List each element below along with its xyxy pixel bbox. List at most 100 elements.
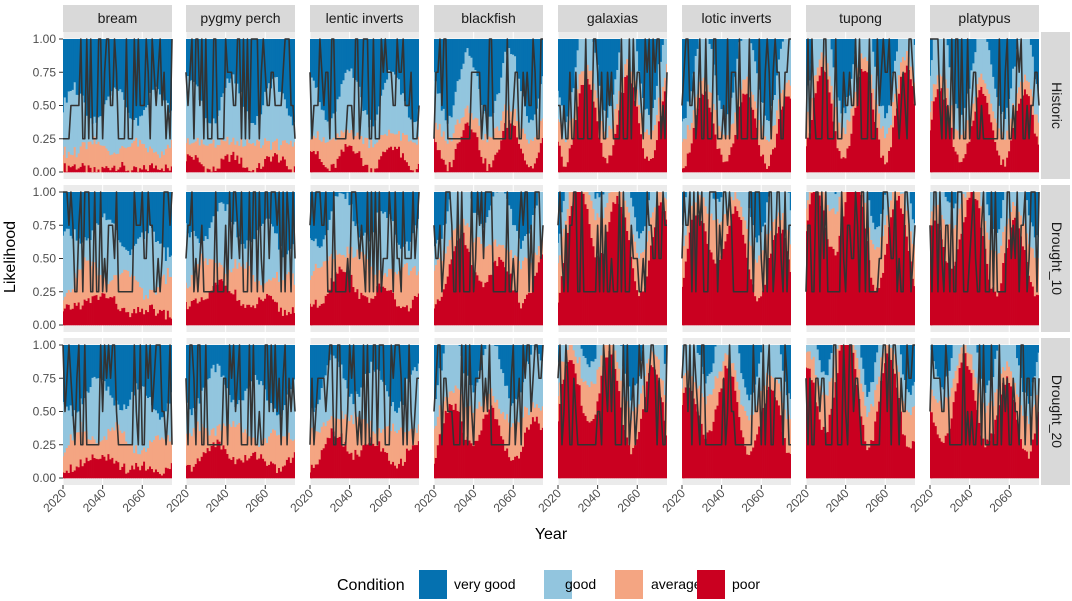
bar-very-good — [716, 192, 719, 199]
flow-index-line — [681, 38, 791, 140]
bar-poor — [696, 411, 700, 479]
bar-average — [516, 421, 519, 456]
bar-very-good — [482, 39, 485, 114]
bar-good — [956, 107, 959, 131]
bar-good — [504, 51, 507, 105]
bar-good — [468, 192, 471, 228]
bar-good — [1012, 192, 1015, 202]
bar-good — [644, 345, 647, 376]
bar-poor — [682, 167, 686, 173]
bar-good — [141, 232, 144, 289]
bar-poor — [208, 169, 211, 173]
bar-good — [1021, 192, 1025, 226]
bar-average — [494, 127, 497, 155]
bar-poor — [535, 157, 539, 173]
bar-average — [730, 362, 733, 377]
bar-poor — [236, 459, 239, 479]
bar-poor — [384, 287, 387, 326]
bar-poor — [574, 119, 578, 173]
bar-average — [708, 393, 711, 431]
bar-poor — [287, 457, 291, 479]
bar-poor — [152, 308, 156, 326]
bar-very-good — [720, 39, 723, 110]
bar-average — [602, 217, 605, 254]
bar-average — [318, 267, 322, 306]
bar-poor — [624, 76, 627, 173]
bar-good — [834, 78, 837, 107]
bar-good — [413, 121, 417, 143]
bar-good — [632, 206, 635, 235]
bar-good — [274, 77, 277, 141]
bar-good — [270, 88, 273, 150]
bar-average — [754, 259, 757, 297]
bar-very-good — [748, 345, 751, 401]
bar-average — [123, 147, 126, 166]
bar-poor — [340, 149, 343, 173]
bar-average — [158, 439, 162, 474]
bar-good — [208, 122, 211, 144]
bar-good — [508, 397, 511, 423]
bar-good — [586, 363, 589, 386]
bar-average — [137, 146, 140, 172]
bar-average — [594, 383, 597, 415]
bar-poor — [710, 111, 713, 173]
bar-average — [372, 431, 375, 444]
bar-very-good — [123, 39, 126, 100]
bar-average — [482, 139, 485, 164]
bar-good — [484, 348, 487, 397]
bar-good — [111, 90, 114, 155]
bar-good — [706, 375, 709, 397]
bar-very-good — [310, 192, 314, 241]
bar-good — [944, 39, 948, 80]
bar-good — [208, 227, 211, 259]
bar-poor — [588, 223, 591, 326]
bar-average — [390, 268, 393, 291]
bar-average — [539, 410, 543, 431]
bar-good — [87, 392, 90, 440]
bar-very-good — [758, 345, 761, 364]
bar-poor — [854, 368, 857, 479]
bar-average — [346, 416, 349, 452]
bar-very-good — [401, 345, 405, 405]
bar-average — [133, 452, 136, 470]
bar-poor — [638, 295, 641, 326]
bar-good — [139, 236, 142, 287]
bar-very-good — [704, 345, 707, 384]
bar-poor — [777, 405, 781, 479]
bar-poor — [403, 461, 407, 479]
bar-poor — [234, 159, 237, 173]
bar-poor — [143, 313, 146, 326]
bar-good — [450, 117, 454, 142]
bar-poor — [141, 169, 144, 173]
bar-good — [91, 230, 94, 262]
bar-average — [168, 276, 172, 318]
bar-poor — [958, 239, 961, 326]
bar-poor — [111, 457, 114, 479]
bar-average — [870, 403, 873, 441]
bar-poor — [840, 158, 843, 173]
bar-good — [860, 39, 863, 54]
bar-poor — [618, 390, 621, 479]
bar-average — [105, 148, 108, 167]
bar-poor — [440, 296, 444, 326]
bar-very-good — [364, 39, 367, 111]
bar-poor — [164, 467, 168, 479]
bar-very-good — [880, 192, 883, 214]
bar-average — [570, 345, 574, 361]
bar-good — [986, 41, 989, 90]
bar-poor — [496, 419, 499, 479]
bar-very-good — [644, 192, 647, 227]
bar-good — [336, 196, 339, 255]
bar-very-good — [392, 39, 395, 72]
bar-poor — [248, 458, 251, 479]
bar-poor — [1006, 157, 1009, 173]
bar-good — [69, 405, 73, 435]
bar-very-good — [208, 39, 211, 124]
bar-poor — [762, 407, 765, 479]
bar-average — [762, 384, 765, 408]
bar-poor — [592, 101, 595, 173]
bar-very-good — [216, 39, 219, 117]
bar-good — [775, 75, 779, 111]
bar-good — [911, 219, 915, 244]
bar-very-good — [170, 345, 172, 393]
